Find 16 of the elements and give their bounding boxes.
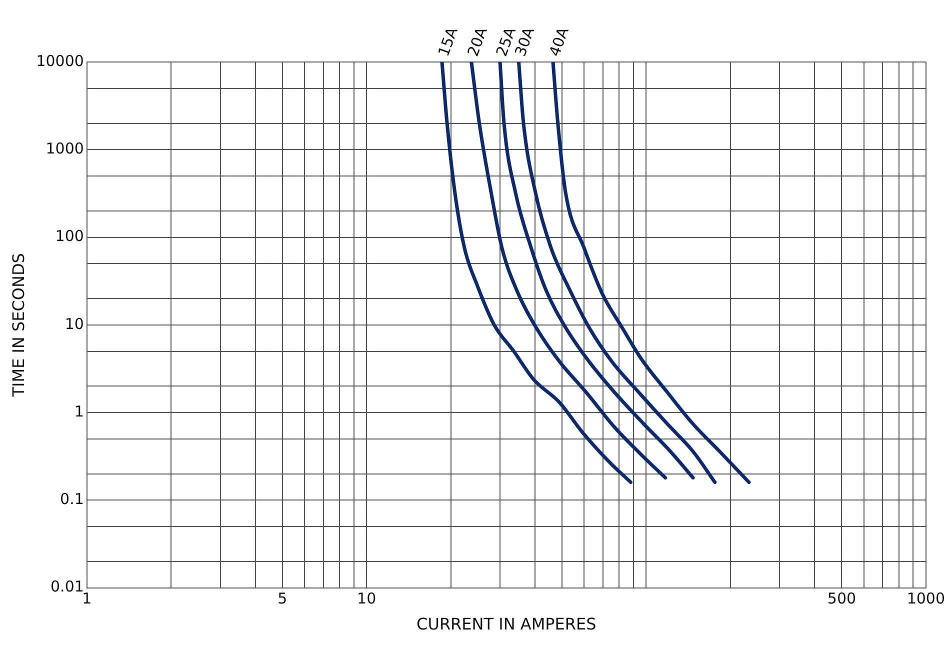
- y-axis-title: TIME IN SECONDS: [8, 253, 28, 398]
- y-tick-label: 1: [74, 402, 84, 420]
- text: 15A: [434, 24, 462, 59]
- y-tick-label: 0.1: [60, 490, 84, 508]
- x-tick-label: 500: [827, 590, 856, 608]
- x-tick-label: 5: [278, 590, 288, 608]
- y-tick-label: 1000: [46, 140, 84, 158]
- y-tick-label: 100: [55, 227, 84, 246]
- x-tick-label: 10: [357, 590, 376, 608]
- x-axis-title: CURRENT IN AMPERES: [416, 614, 596, 634]
- x-tick-label: 1000: [906, 590, 946, 608]
- text: 40A: [545, 24, 573, 59]
- text: 20A: [464, 24, 492, 59]
- y-tick-label: 0.01: [50, 578, 84, 596]
- y-tick-label: 10: [64, 314, 84, 333]
- y-tick-label: 10000: [36, 52, 84, 70]
